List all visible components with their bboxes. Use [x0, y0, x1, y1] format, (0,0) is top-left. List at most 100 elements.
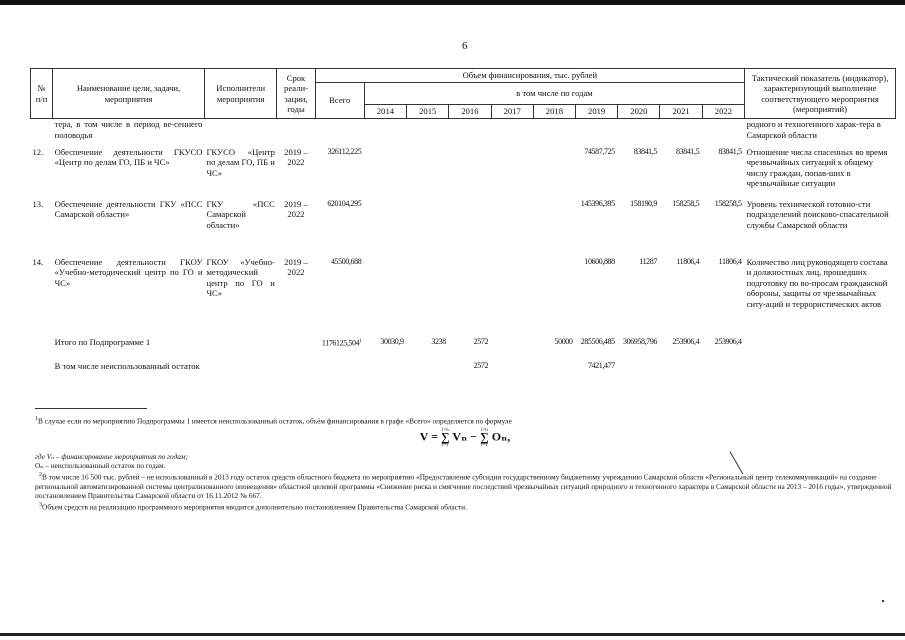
empty-cell [204, 337, 315, 361]
continuation-name: тера, в том числе в период ве-сеннего по… [54, 119, 203, 140]
page-number: 6 [462, 40, 468, 52]
header-year: 2014 [363, 104, 408, 119]
empty-cell [31, 337, 53, 361]
continuation-indicator: родного и техногенного харак-тера в Сама… [746, 119, 881, 140]
row-year-value: 83841,5 [718, 146, 742, 156]
summary-year-value [407, 361, 449, 397]
row-year-value: 11806,4 [718, 256, 742, 266]
summary-year-value [533, 361, 575, 397]
row-year-value [491, 199, 533, 257]
summary-row: В том числе неиспользованный остаток 2572… [31, 361, 896, 397]
row-year-value [364, 257, 406, 337]
bottom-border [0, 633, 905, 636]
row-term: 2019 – 2022 [284, 198, 308, 220]
row-year-value [449, 147, 491, 199]
row-year-value [491, 147, 533, 199]
summary-name: Итого по Подпрограмме 1 [54, 336, 151, 347]
row-year-value [407, 199, 449, 257]
where-o: Oₙ – неиспользованный остаток по годам. [35, 461, 166, 471]
row-year-value [364, 199, 406, 257]
formula: V = i=n ∑ i=1 Vₙ − i=n ∑ i=1 Oₙ, [419, 428, 511, 448]
row-indicator: Уровень технической готовно-сти подразде… [746, 198, 889, 230]
row-indicator: Количество лиц руководящего состава и до… [746, 256, 888, 309]
row-year-value: 74587,725 [584, 146, 615, 156]
top-border [0, 0, 905, 5]
summary-year-value: 2572 [473, 360, 489, 370]
summary-row: Итого по Подпрограмме 1 1176125,5041 30030… [31, 337, 896, 361]
row-number: 14. [32, 256, 44, 267]
row-executor: ГКУСО «Центр по делам ГО, ПБ и ЧС» [206, 146, 275, 178]
header-year: 2022 [701, 104, 746, 119]
table-row: 13. Обеспечение деятельности ГКУ «ПСС Сам… [31, 199, 896, 257]
header-year: 2015 [406, 104, 450, 119]
row-year-value: 158258,5 [672, 198, 700, 208]
header-year: 2016 [448, 104, 492, 119]
header-num: № п/п [29, 68, 54, 119]
empty-cell [745, 337, 896, 361]
summary-year-value [618, 361, 660, 397]
header-year: 2020 [617, 104, 661, 119]
header-year: 2018 [532, 104, 577, 119]
header-year: 2019 [575, 104, 619, 119]
row-name: Обеспечение деятельности ГКУ «ПСС Самарс… [54, 198, 203, 220]
footnotes: 1В случае если по мероприятию Подпрограм… [35, 408, 895, 512]
row-name: Обеспечение деятельности ГКУСО «Центр по… [54, 146, 203, 168]
summary-year-value: 2572 [473, 336, 489, 346]
row-year-value: 11287 [639, 256, 657, 266]
row-name: Обеспечение деятельности ГКОУ «Учебно-ме… [54, 256, 203, 288]
summary-total [315, 361, 364, 397]
row-total: 326112,225 [327, 146, 362, 156]
summary-year-value [364, 361, 406, 397]
where-v: где Vₙ – финансирование мероприятия по г… [35, 451, 189, 461]
row-indicator: Отношение числа спасенных во время чрезв… [746, 146, 888, 189]
summary-year-value [702, 361, 744, 397]
row-year-value: 158258,5 [714, 198, 742, 208]
footnote-1: 1В случае если по мероприятию Подпрограм… [35, 416, 512, 426]
summary-year-value: 253906,4 [672, 336, 700, 346]
summary-year-value: 3238 [431, 336, 446, 346]
row-term: 2019 – 2022 [284, 256, 308, 278]
row-executor: ГКОУ «Учебно-методический центр по ГО и … [206, 256, 275, 299]
empty-cell [745, 361, 896, 397]
row-year-value [533, 199, 575, 257]
row-term: 2019 – 2022 [284, 146, 308, 168]
table-row: 14. Обеспечение деятельности ГКОУ «Учебно… [31, 257, 896, 337]
row-year-value: 83841,5 [676, 146, 700, 156]
row-year-value: 10600,888 [584, 256, 615, 266]
row-number: 13. [32, 198, 44, 209]
scan-speck [882, 600, 884, 602]
row-year-value [533, 147, 575, 199]
empty-cell [31, 361, 53, 397]
row-year-value [407, 257, 449, 337]
header-name: Наименование цели, задачи, мероприятия [52, 68, 205, 119]
row-year-value [491, 257, 533, 337]
header-term: Срок реали-зации, годы [276, 68, 316, 119]
summary-name: В том числе неиспользованный остаток [54, 360, 200, 371]
row-total: 620104,295 [327, 198, 362, 208]
summary-year-value [491, 361, 533, 397]
summary-year-value: 7421,477 [587, 360, 615, 370]
footnote-3: 3Объем средств на реализацию программног… [39, 502, 467, 512]
summary-year-value: 306958,796 [622, 336, 657, 346]
row-executor: ГКУ «ПСС Самарской области» [206, 198, 275, 230]
table-row: 12. Обеспечение деятельности ГКУСО «Центр… [31, 147, 896, 199]
row-year-value: 158190,9 [630, 198, 657, 208]
header-year: 2021 [659, 104, 703, 119]
summary-year-value: 253906,4 [714, 336, 742, 346]
header-executors: Исполнители мероприятия [203, 68, 278, 119]
summary-total: 1176125,5041 [321, 338, 362, 348]
row-year-value [449, 199, 491, 257]
footnote-rule [35, 408, 147, 409]
header-funding: Объем финансирования, тыс. рублей [314, 68, 746, 83]
header-total: Всего [314, 82, 365, 119]
summary-year-value: 50000 [554, 336, 573, 346]
funding-table: № п/п Наименование цели, задачи, меропри… [29, 68, 896, 397]
summary-year-value: 30030,9 [380, 336, 404, 346]
row-year-value: 11806,4 [676, 256, 700, 266]
summary-year-value [491, 337, 533, 361]
row-year-value [533, 257, 575, 337]
empty-cell [204, 361, 315, 397]
footnote-2: 2В том числе 16 500 тыс. рублей – не исп… [35, 471, 892, 501]
row-number: 12. [32, 146, 44, 157]
header-by-years: в том числе по годам [363, 82, 746, 105]
